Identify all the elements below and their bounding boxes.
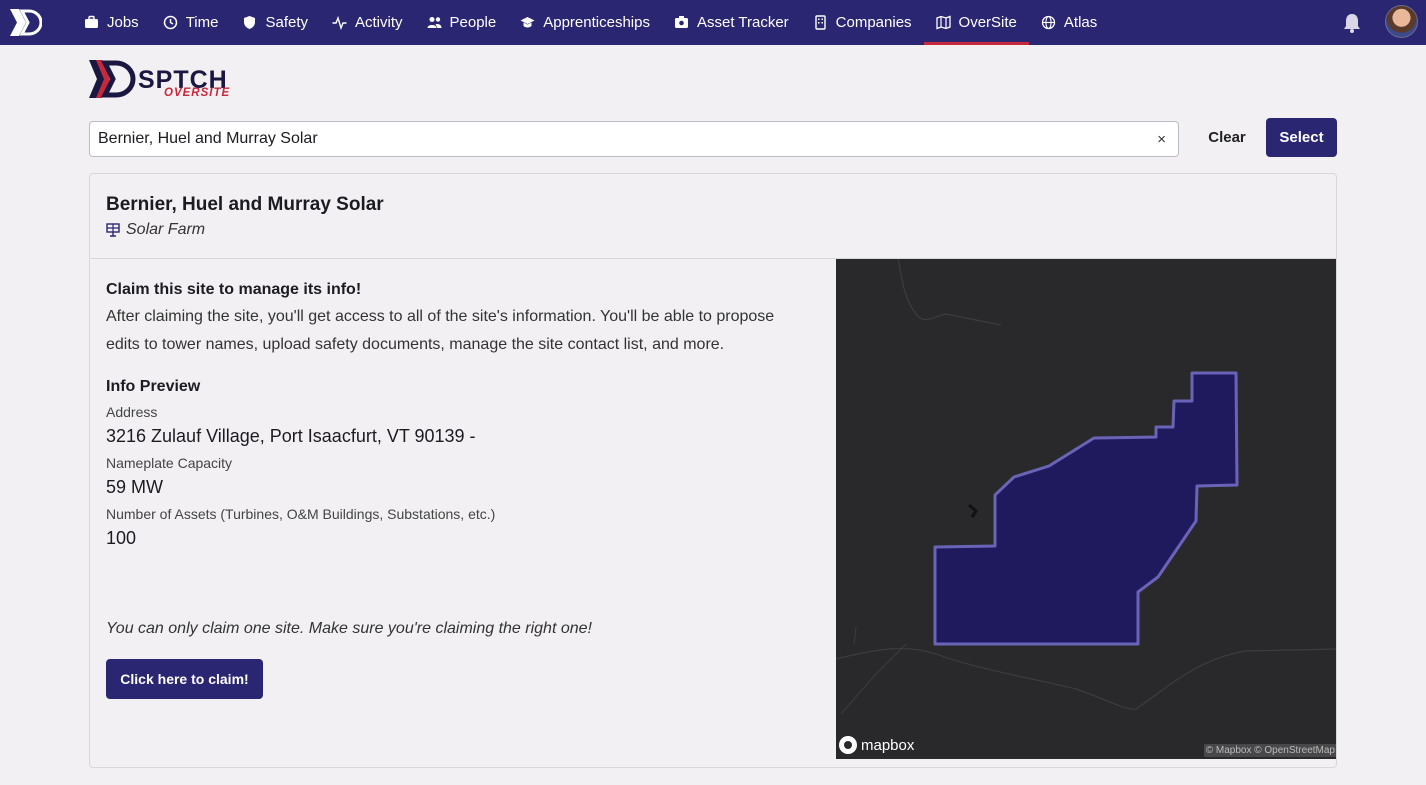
nav-item-time[interactable]: Time	[151, 0, 231, 45]
site-type-label: Solar Farm	[126, 221, 206, 238]
nav-item-atlas[interactable]: Atlas	[1029, 0, 1109, 45]
oversite-brand-logo: SPTCH OVERSITE	[89, 60, 249, 100]
address-value: 3216 Zulauf Village, Port Isaacfurt, VT …	[106, 426, 476, 446]
map-road-line	[897, 259, 1002, 326]
nav-item-label: OverSite	[958, 14, 1017, 31]
shield-icon	[244, 16, 256, 29]
solar-panel-icon	[106, 223, 120, 237]
nav-item-asset-tracker[interactable]: Asset Tracker	[662, 0, 801, 45]
nav-item-label: Atlas	[1063, 14, 1098, 31]
clear-button[interactable]: Clear	[1198, 118, 1256, 156]
map-icon	[935, 15, 951, 30]
nameplate-capacity-value: 59 MW	[106, 477, 164, 497]
user-avatar[interactable]	[1385, 5, 1418, 38]
nav-item-label: Companies	[835, 14, 912, 31]
nav-item-jobs[interactable]: Jobs	[72, 0, 151, 45]
top-navigation-bar: Jobs Time Safety Activity People Apprenticesh…	[0, 0, 1426, 45]
nav-item-safety[interactable]: Safety	[230, 0, 320, 45]
nav-item-activity[interactable]: Activity	[320, 0, 415, 45]
site-card-header: Bernier, Huel and Murray Solar Solar Far…	[90, 174, 1336, 259]
map-road-line	[836, 647, 1336, 710]
site-card: Bernier, Huel and Murray Solar Solar Far…	[89, 173, 1337, 768]
people-icon	[427, 17, 442, 28]
asset-count-value: 100	[106, 528, 137, 548]
brand-d-icon	[89, 60, 136, 98]
map-feature-mark	[968, 503, 978, 518]
site-name: Bernier, Huel and Murray Solar	[106, 194, 384, 215]
nav-item-label: Apprenticeships	[543, 14, 650, 31]
building-icon	[814, 15, 826, 30]
nav-item-companies[interactable]: Companies	[801, 0, 924, 45]
site-map[interactable]: mapbox © Mapbox © OpenStreetMap	[836, 259, 1337, 759]
mapbox-logo-text: mapbox	[861, 736, 915, 754]
site-boundary-polygon[interactable]	[933, 371, 1239, 646]
nav-item-label: Time	[185, 14, 219, 31]
brand-subtitle: OVERSITE	[164, 87, 231, 99]
nav-item-label: Jobs	[107, 14, 139, 31]
globe-icon	[1041, 15, 1056, 30]
map-road-line	[853, 626, 857, 645]
asset-count-label: Number of Assets (Turbines, O&M Building…	[106, 506, 496, 522]
nav-item-label: People	[449, 14, 497, 31]
info-preview-title: Info Preview	[106, 378, 201, 395]
nav-item-label: Activity	[355, 14, 403, 31]
map-attribution[interactable]: © Mapbox © OpenStreetMap	[1203, 744, 1336, 757]
clear-search-icon[interactable]: ×	[1157, 131, 1166, 148]
nav-item-label: Safety	[265, 14, 308, 31]
site-search-input[interactable]	[90, 122, 1130, 156]
mapbox-logo[interactable]: mapbox	[839, 736, 914, 754]
map-road-line	[840, 643, 907, 715]
asset-icon	[674, 16, 688, 28]
claim-description: After claiming the site, you'll get acce…	[106, 308, 775, 353]
address-label: Address	[106, 404, 158, 420]
map-canvas[interactable]	[836, 259, 1337, 759]
briefcase-icon	[85, 15, 98, 28]
bell-icon[interactable]	[1341, 12, 1363, 34]
select-button[interactable]: Select	[1266, 118, 1337, 157]
claim-title: Claim this site to manage its info!	[106, 281, 362, 298]
nav-item-label: Asset Tracker	[696, 14, 789, 31]
mapbox-logo-icon	[839, 736, 857, 754]
nav-item-oversite[interactable]: OverSite	[923, 0, 1030, 45]
dsptch-logo-icon[interactable]	[10, 9, 42, 36]
nameplate-capacity-label: Nameplate Capacity	[106, 455, 233, 471]
claim-info-panel: Claim this site to manage its info! Afte…	[106, 279, 786, 549]
clock-icon	[163, 15, 177, 30]
nav-items: Jobs Time Safety Activity People Apprenticesh…	[72, 0, 1109, 45]
nav-item-apprenticeships[interactable]: Apprenticeships	[508, 0, 662, 45]
site-type: Solar Farm	[106, 221, 205, 239]
claim-warning-note: You can only claim one site. Make sure y…	[106, 620, 592, 637]
brand-wordmark: SPTCH	[138, 66, 228, 94]
nav-item-people[interactable]: People	[415, 0, 509, 45]
graduation-cap-icon	[520, 17, 535, 28]
site-search-field[interactable]: ×	[89, 121, 1179, 157]
claim-site-button[interactable]: Click here to claim!	[106, 659, 263, 699]
pulse-icon	[332, 15, 347, 30]
